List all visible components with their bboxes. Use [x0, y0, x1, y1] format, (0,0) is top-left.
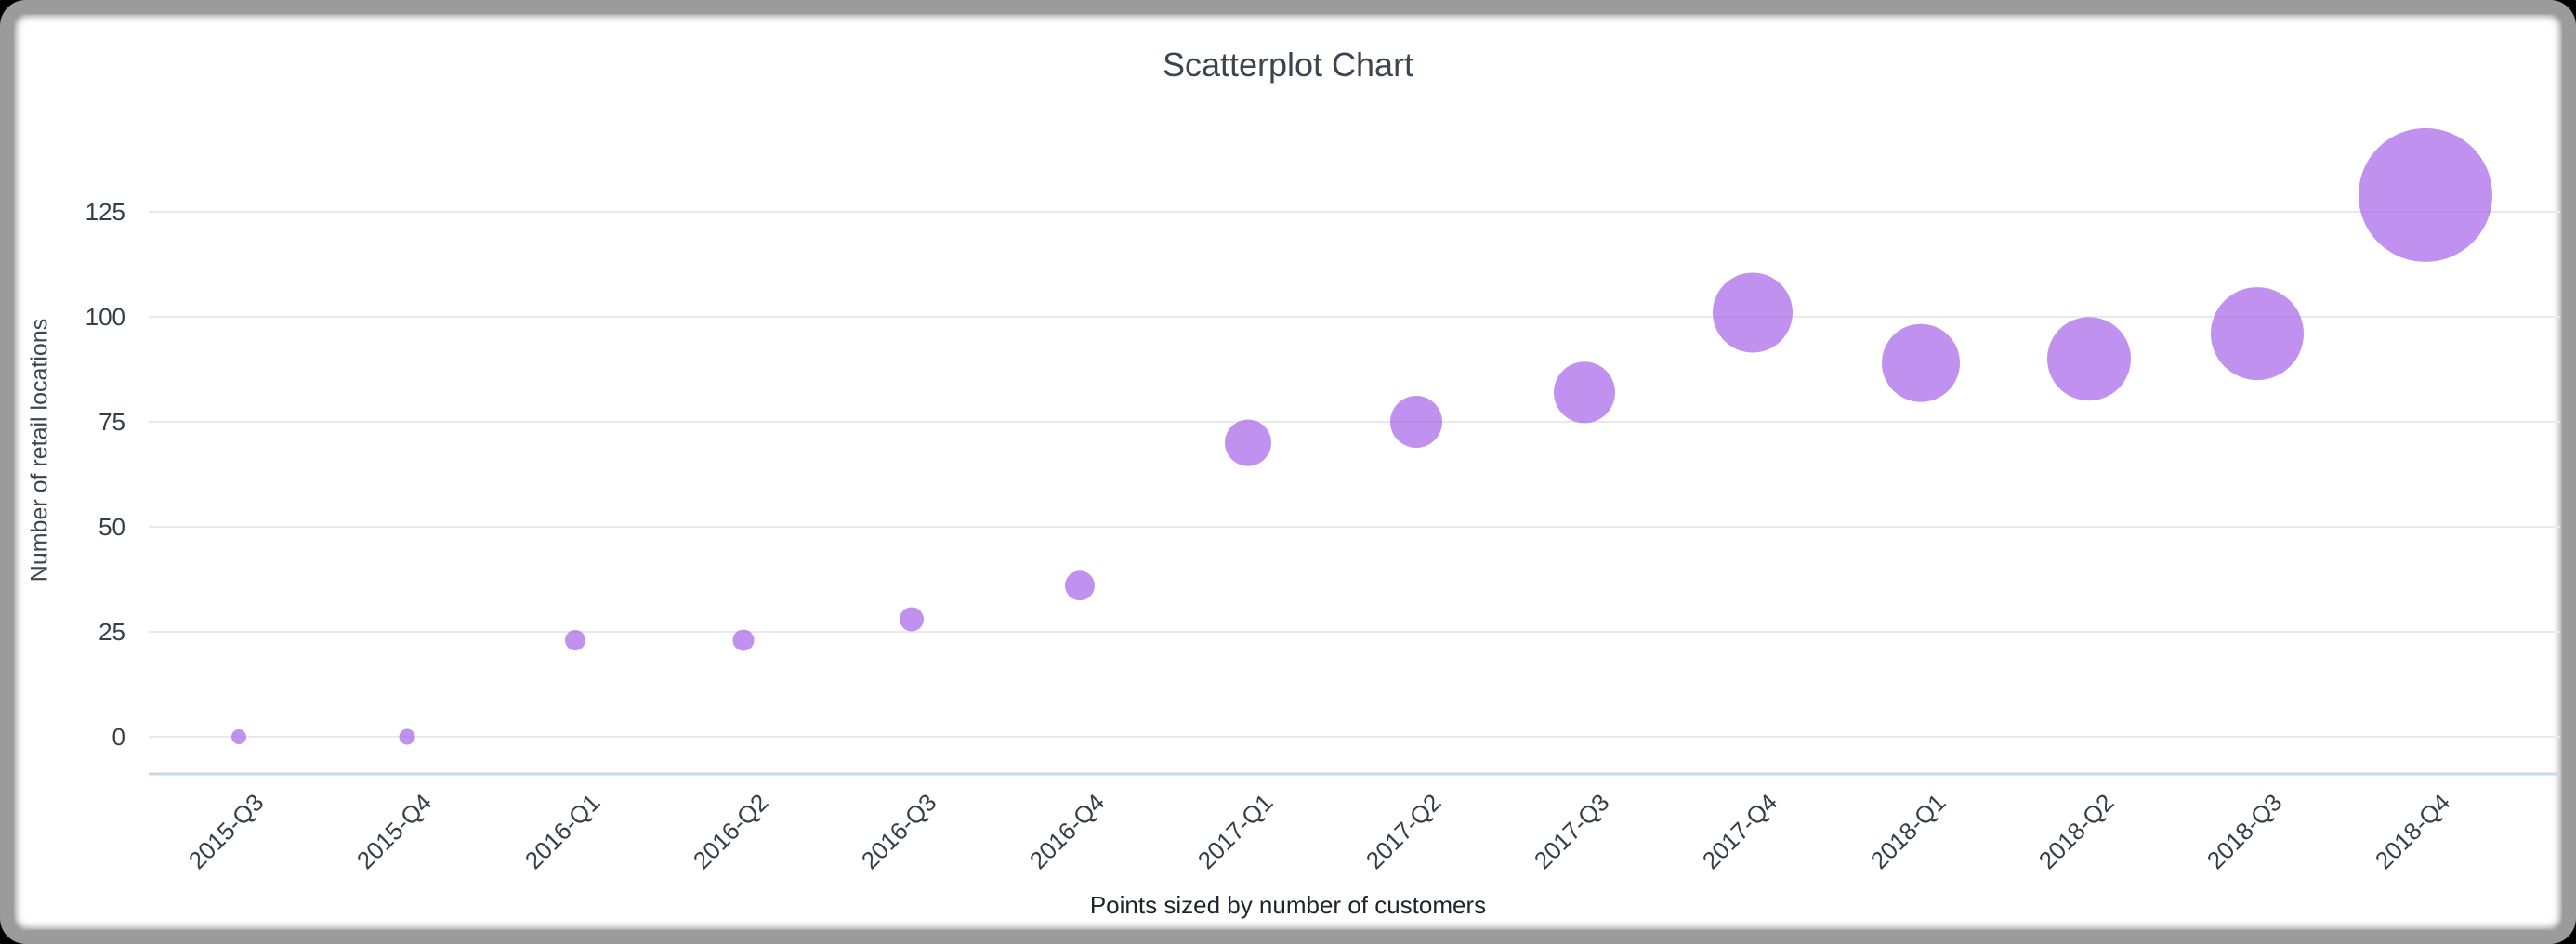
- data-point-2017-Q1[interactable]: [1225, 419, 1271, 466]
- data-point-2018-Q1[interactable]: [1882, 323, 1960, 402]
- y-tick-label-25: 25: [99, 618, 125, 646]
- data-point-2017-Q2[interactable]: [1390, 396, 1442, 448]
- scatter-plot-canvas: [149, 127, 2560, 776]
- data-point-2016-Q3[interactable]: [900, 607, 924, 632]
- y-tick-label-0: 0: [112, 723, 125, 751]
- data-point-2017-Q3[interactable]: [1554, 361, 1615, 424]
- chart-caption: Points sized by number of customers: [1089, 891, 1487, 919]
- data-point-2016-Q2[interactable]: [732, 629, 755, 651]
- y-tick-label-75: 75: [99, 408, 125, 436]
- data-point-2018-Q4[interactable]: [2359, 127, 2492, 262]
- chart-title: Scatterplot Chart: [1162, 46, 1414, 84]
- y-tick-label-125: 125: [85, 198, 125, 226]
- data-point-2018-Q3[interactable]: [2211, 287, 2304, 381]
- data-point-2018-Q2[interactable]: [2047, 317, 2131, 401]
- data-point-2017-Q4[interactable]: [1713, 272, 1793, 353]
- data-point-2015-Q3[interactable]: [231, 729, 246, 744]
- data-point-2015-Q4[interactable]: [399, 728, 415, 745]
- y-tick-label-50: 50: [99, 513, 125, 541]
- data-point-2016-Q4[interactable]: [1065, 570, 1095, 601]
- data-point-2016-Q1[interactable]: [565, 630, 585, 651]
- y-tick-label-100: 100: [85, 303, 125, 331]
